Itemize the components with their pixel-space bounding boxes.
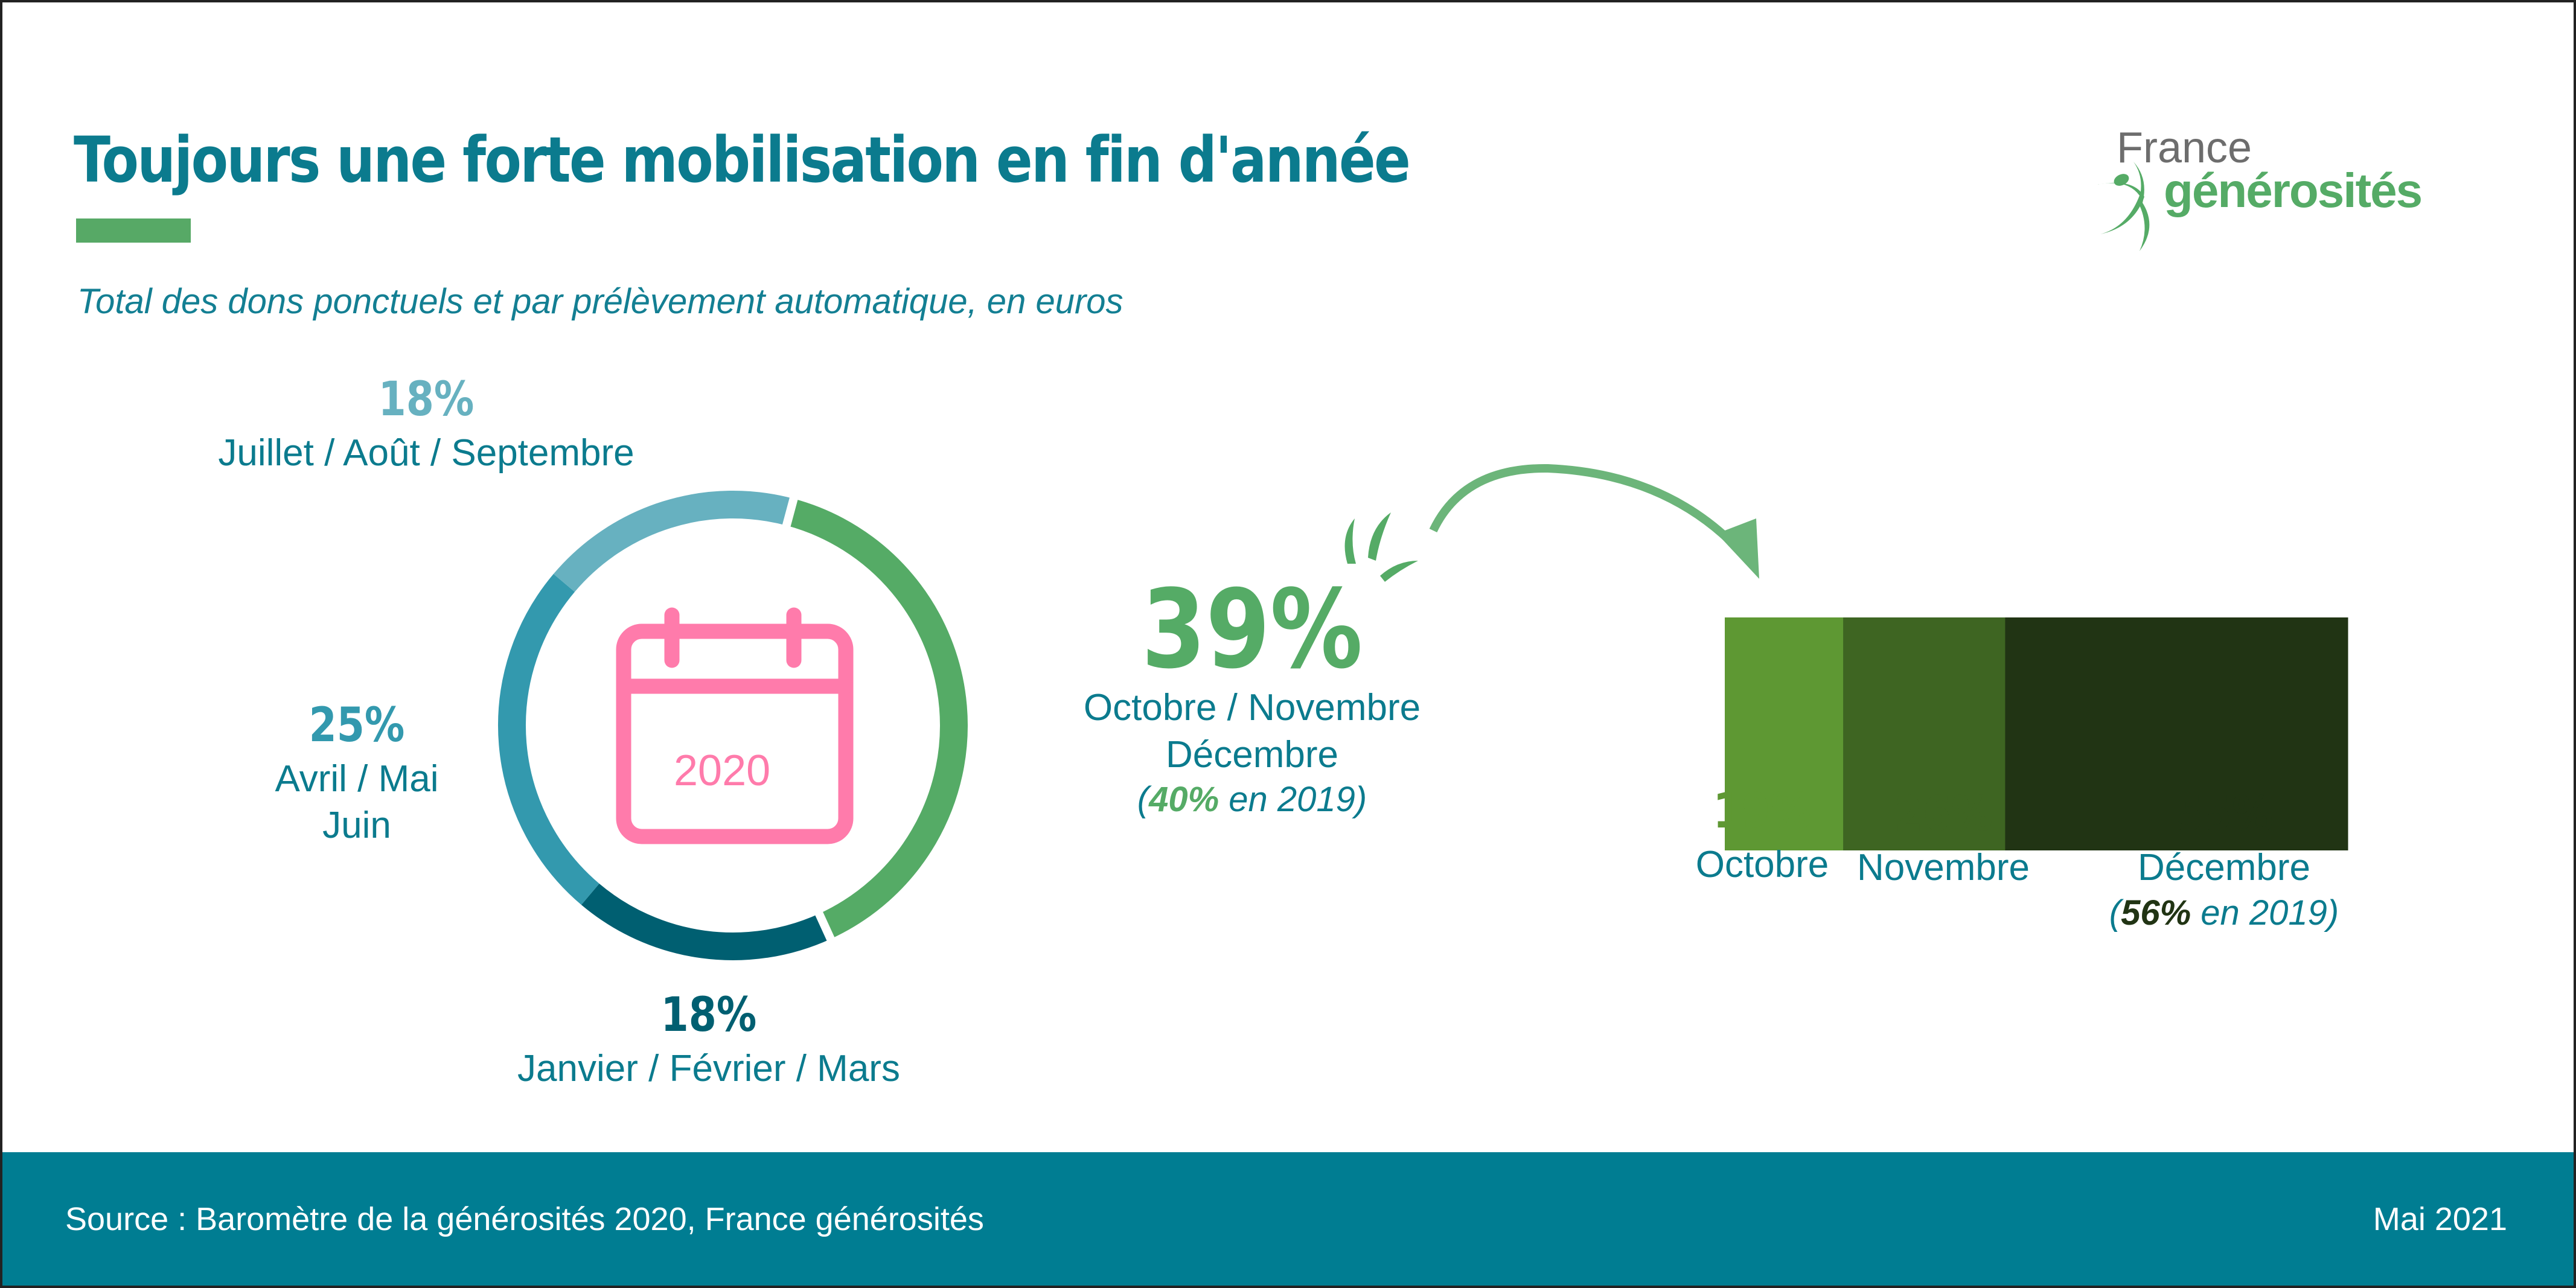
q2-name: Avril / Mai	[275, 757, 439, 800]
label-novembre: 26% Novembre	[1857, 784, 2030, 891]
date-text: Mai 2021	[2373, 1201, 2507, 1237]
q2-name-2: Juin	[322, 805, 391, 846]
label-octobre: 19% Octobre	[1696, 781, 1829, 888]
octobre-pct: 19%	[1713, 783, 1812, 839]
decembre-note: (56% en 2019)	[2109, 891, 2339, 936]
decembre-note-open: (	[2109, 893, 2121, 933]
subtitle: Total des dons ponctuels et par prélèvem…	[77, 282, 1123, 321]
q4-name-2: Décembre	[1166, 733, 1338, 776]
q4-note-pct: 40%	[1149, 780, 1219, 819]
bar-segment-octobre	[1725, 617, 1844, 850]
decembre-name: Décembre	[2137, 847, 2310, 888]
logo: France générosités	[2097, 123, 2472, 251]
page-title: Toujours une forte mobilisation en fin d…	[74, 123, 1411, 197]
footer: Source : Baromètre de la générosités 202…	[2, 1152, 2574, 1286]
q4-note-rest: en 2019)	[1219, 780, 1367, 819]
decembre-pct: 55%	[2175, 786, 2274, 842]
title-underline	[76, 218, 191, 243]
donut-gap	[811, 902, 839, 951]
arrow-head	[1717, 518, 1759, 579]
donut-segment	[581, 883, 831, 960]
donut-chart	[498, 488, 968, 960]
q2-pct: 25%	[308, 698, 405, 753]
stacked-bar-chart	[1725, 617, 2348, 850]
bar-segment-novembre	[1843, 617, 2006, 850]
donut-segment	[498, 573, 599, 905]
label-q3: 18% Juillet / Août / Septembre	[218, 371, 634, 476]
donut-gap	[779, 488, 801, 537]
q1-name: Janvier / Février / Mars	[517, 1047, 900, 1089]
calendar-year: 2020	[674, 747, 771, 795]
novembre-pct: 26%	[1894, 786, 1993, 842]
label-q2: 25% Avril / Mai Juin	[275, 697, 438, 849]
leaping-figure-icon	[2097, 162, 2150, 251]
calendar-icon	[616, 607, 854, 844]
logo-france: France	[2117, 124, 2252, 172]
donut-segment	[786, 499, 968, 939]
q3-pct: 18%	[378, 372, 475, 427]
label-q4: 39% Octobre / Novembre Décembre (40% en …	[1084, 576, 1421, 822]
decembre-note-pct: 56%	[2121, 893, 2191, 933]
splash-icon	[1344, 512, 1418, 582]
novembre-name: Novembre	[1857, 847, 2030, 888]
curved-arrow	[1429, 464, 1738, 549]
bar-segment-décembre	[2005, 617, 2348, 850]
source-text: Source : Baromètre de la générosités 202…	[65, 1201, 984, 1237]
q4-note: (40% en 2019)	[1084, 778, 1421, 822]
label-decembre: 55% Décembre (56% en 2019)	[2109, 784, 2339, 935]
q4-note-open: (	[1137, 780, 1149, 819]
label-q1: 18% Janvier / Février / Mars	[517, 986, 900, 1092]
logo-generosites: générosités	[2164, 164, 2423, 217]
decembre-note-rest: en 2019)	[2191, 893, 2339, 933]
donut-segment	[553, 491, 794, 592]
q4-pct: 39%	[1141, 567, 1363, 693]
q4-name: Octobre / Novembre	[1083, 687, 1421, 728]
q1-pct: 18%	[660, 988, 757, 1042]
q3-name: Juillet / Août / Septembre	[218, 432, 634, 474]
octobre-name: Octobre	[1695, 844, 1829, 885]
